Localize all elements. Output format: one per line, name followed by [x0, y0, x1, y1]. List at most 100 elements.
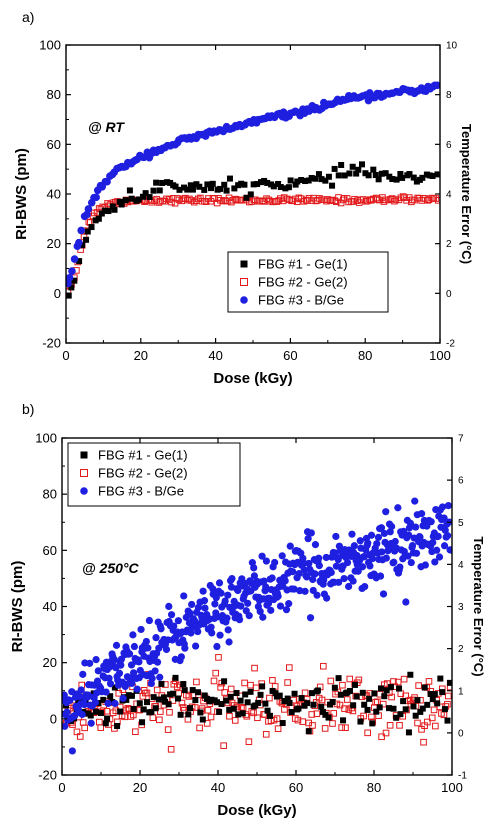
data-point	[377, 685, 384, 692]
y2-tick-label: -2	[446, 339, 455, 350]
data-point	[300, 566, 308, 574]
data-point	[181, 687, 188, 694]
data-point	[80, 700, 88, 709]
y2-tick-label: 7	[458, 434, 464, 445]
data-point	[368, 713, 375, 721]
y-tick-label: 80	[47, 87, 61, 102]
data-point	[255, 699, 262, 706]
y2-tick-label: 6	[458, 476, 464, 487]
y-tick-label: 60	[43, 543, 57, 558]
chart-panel-b: b)0 20 40 60 80 100-20020406080100-101234567D…	[9, 401, 486, 819]
data-point	[379, 590, 388, 598]
data-point	[192, 697, 199, 704]
data-point	[126, 650, 134, 658]
data-point	[197, 709, 204, 716]
data-point	[350, 702, 357, 709]
y-tick-label: -20	[42, 336, 61, 351]
data-point	[149, 714, 157, 721]
data-point	[215, 654, 222, 661]
data-point	[397, 170, 404, 177]
data-point	[325, 714, 332, 721]
data-point	[79, 242, 86, 249]
data-point	[79, 719, 87, 726]
data-point	[419, 174, 426, 181]
data-point	[170, 690, 177, 697]
data-point	[152, 634, 160, 642]
data-point	[298, 695, 305, 702]
data-point	[63, 708, 71, 716]
data-point	[235, 711, 242, 718]
data-point	[444, 532, 452, 540]
data-point	[168, 198, 175, 206]
data-point	[340, 717, 347, 724]
data-point	[281, 577, 289, 585]
data-point	[130, 711, 137, 719]
data-point	[193, 678, 200, 686]
data-point	[329, 699, 336, 706]
data-point	[241, 181, 248, 188]
data-point	[148, 708, 155, 715]
data-point	[313, 710, 321, 718]
data-point	[285, 184, 292, 191]
data-point	[187, 629, 195, 637]
data-point	[279, 720, 286, 727]
data-point	[77, 226, 85, 235]
x-tick-label: 80	[367, 780, 381, 795]
data-point	[368, 554, 377, 563]
data-point	[184, 186, 191, 193]
data-point	[98, 210, 105, 217]
data-point	[378, 733, 385, 741]
data-point	[75, 697, 82, 704]
data-point	[391, 197, 398, 205]
data-point	[262, 700, 269, 707]
data-point	[77, 686, 85, 694]
data-point	[360, 712, 367, 720]
data-point	[307, 529, 315, 537]
data-point	[231, 717, 239, 724]
series-3	[66, 81, 440, 288]
data-point	[294, 716, 302, 724]
data-point	[348, 530, 356, 538]
chart-panel-a: a)0 20 40 60 80 100-20020406080100-20246810Do…	[13, 9, 474, 387]
data-point	[282, 606, 291, 614]
data-point	[76, 733, 84, 740]
data-point	[336, 701, 344, 709]
data-point	[269, 677, 276, 684]
data-point	[410, 703, 417, 710]
data-point	[75, 238, 83, 247]
data-point	[356, 537, 364, 545]
data-point	[264, 707, 271, 714]
data-point	[373, 708, 380, 715]
data-point	[382, 170, 389, 177]
data-point	[423, 522, 431, 530]
y2-tick-label: 8	[446, 90, 452, 101]
data-point	[104, 715, 111, 722]
data-point	[438, 503, 447, 511]
data-point	[115, 689, 123, 697]
data-point	[223, 614, 231, 622]
data-point	[414, 697, 421, 704]
data-point	[158, 680, 165, 687]
data-point	[167, 611, 176, 619]
data-point	[88, 224, 95, 231]
y-tick-label: 100	[39, 38, 61, 53]
data-point	[70, 255, 79, 263]
data-point	[187, 705, 194, 712]
data-point	[331, 684, 338, 691]
data-point	[335, 675, 342, 682]
y2-tick-label: 4	[458, 560, 464, 571]
data-point	[361, 583, 369, 591]
data-point	[286, 664, 293, 671]
data-point	[349, 577, 357, 585]
data-point	[130, 669, 138, 677]
data-point	[412, 523, 420, 531]
data-point	[294, 178, 301, 185]
data-point	[139, 719, 146, 726]
data-point	[338, 724, 345, 731]
data-point	[91, 698, 100, 707]
data-point	[164, 179, 171, 186]
data-point	[213, 699, 220, 706]
data-point	[254, 181, 261, 188]
data-point	[223, 697, 230, 704]
